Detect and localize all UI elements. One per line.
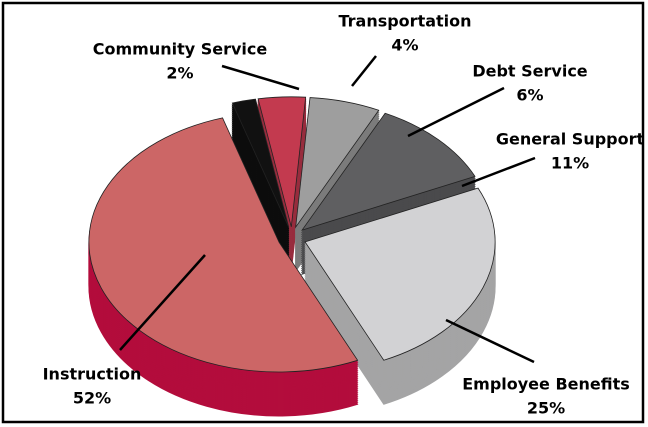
slice-value: 4% bbox=[391, 36, 418, 55]
leader-line bbox=[351, 55, 377, 87]
slice-value: 25% bbox=[527, 399, 565, 418]
slice-label: Community Service bbox=[93, 40, 268, 59]
slice bbox=[295, 97, 380, 229]
leader-line bbox=[119, 254, 206, 351]
slice-label: Transportation bbox=[338, 12, 471, 31]
slice-value: 11% bbox=[551, 154, 589, 173]
leader-line bbox=[461, 156, 536, 188]
leader-line bbox=[445, 318, 535, 364]
slice-label: Debt Service bbox=[472, 62, 587, 81]
leader-line bbox=[407, 86, 505, 138]
slice-label: Employee Benefits bbox=[462, 375, 630, 394]
slice bbox=[257, 96, 307, 227]
slice-label: Instruction bbox=[43, 365, 142, 384]
labels: Transportation 4% Debt Service 6% General Su… bbox=[43, 12, 645, 418]
leader-line bbox=[221, 64, 300, 91]
slice bbox=[231, 98, 290, 228]
slice-value: 6% bbox=[516, 86, 543, 105]
slice-value: 52% bbox=[73, 389, 111, 408]
slice bbox=[301, 112, 476, 231]
slice-label: General Support bbox=[496, 130, 645, 149]
slice bbox=[304, 187, 496, 361]
slice-value: 2% bbox=[166, 64, 193, 83]
